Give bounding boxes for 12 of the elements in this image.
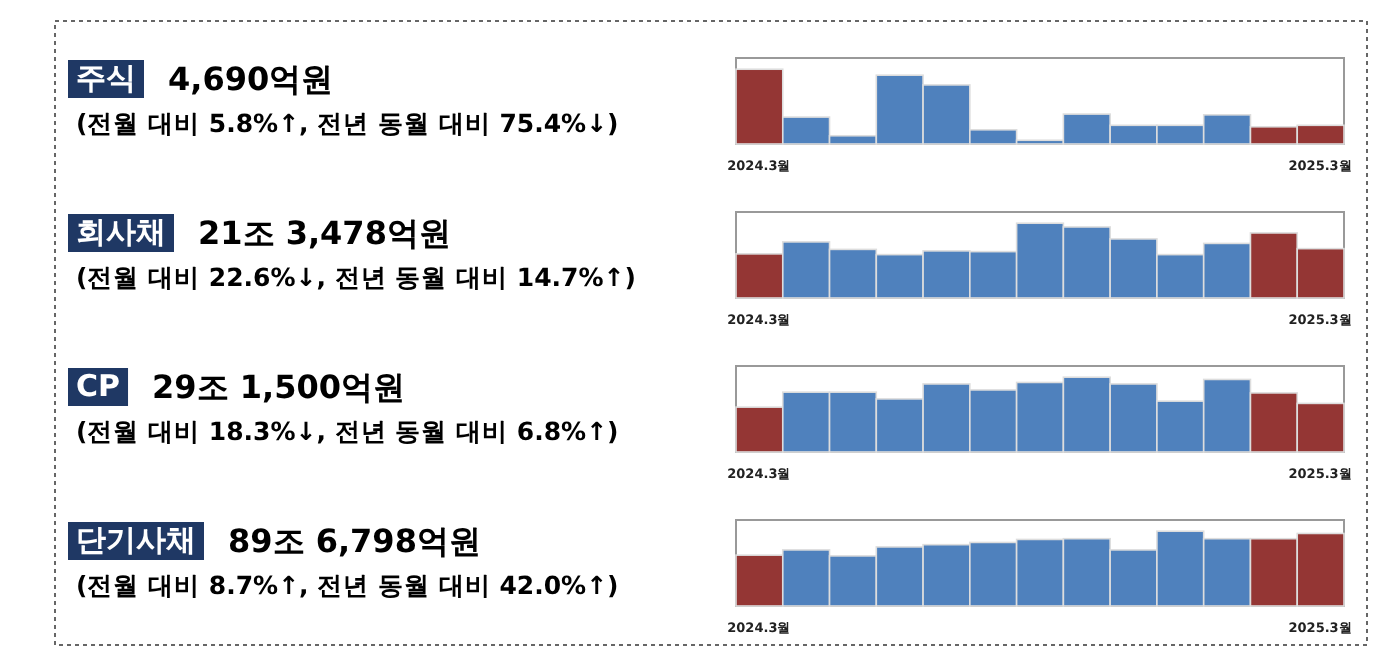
text: CP [76, 368, 121, 404]
text: (전월 대비 18.3%↓, 전년 동월 대비 6.8%↑) [76, 416, 619, 446]
text: (전월 대비 5.8%↑, 전년 동월 대비 75.4%↓) [76, 108, 619, 138]
text: 단기사채 [76, 522, 196, 558]
text: 89조 6,798억원 [228, 522, 481, 560]
text: 4,690억원 [168, 60, 334, 98]
text: 21조 3,478억원 [198, 214, 451, 252]
text: 회사채 [76, 214, 166, 250]
text: (전월 대비 22.6%↓, 전년 동월 대비 14.7%↑) [76, 262, 636, 292]
text: (전월 대비 8.7%↑, 전년 동월 대비 42.0%↑) [76, 570, 619, 600]
text: 주식 [76, 60, 136, 96]
text: 29조 1,500억원 [152, 368, 405, 406]
